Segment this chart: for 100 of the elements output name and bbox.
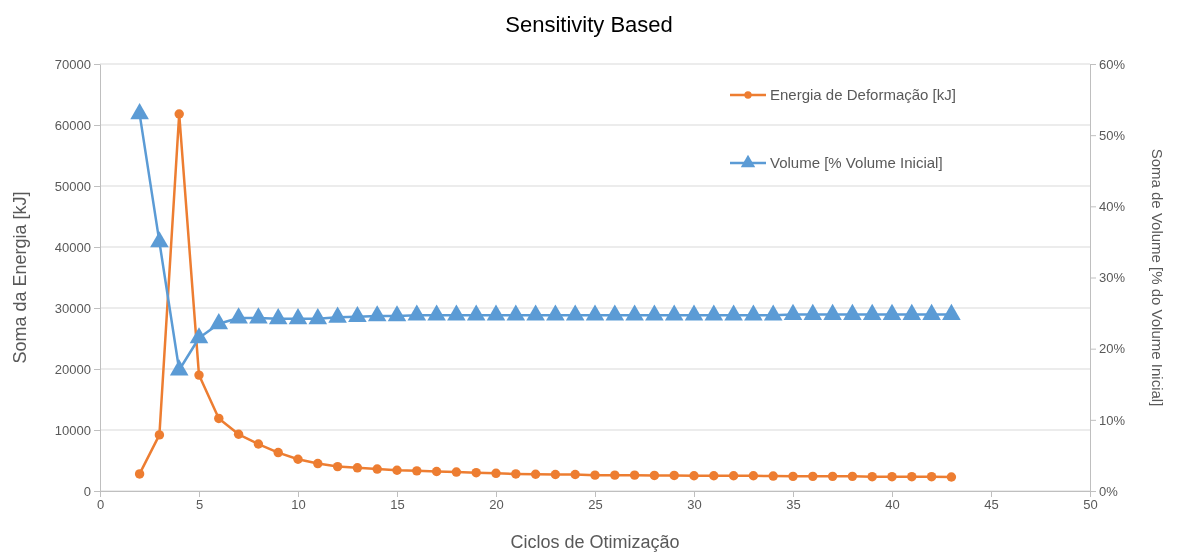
point [194,370,204,380]
point [546,304,565,321]
point [763,304,783,321]
point [783,303,803,320]
point [431,466,442,477]
point [684,304,704,321]
point [803,303,823,320]
point [565,304,585,321]
point [788,471,798,482]
y2-tick-label: 30% [1099,270,1126,286]
chart-title: Sensitivity Based [505,12,673,37]
point [907,471,917,482]
point [827,471,838,482]
point [882,303,902,320]
point [669,470,679,481]
y-tick-label: 0 [83,483,91,499]
point [585,304,605,321]
point [313,458,323,469]
point [466,304,486,321]
y-tick-label: 20000 [54,361,91,377]
x-axis-title: Ciclos de Otimização [510,532,680,552]
point [511,469,521,479]
point [887,471,897,482]
point [649,470,660,481]
y2-axis-title: Soma de Volume [% do Volume Inicial] [1149,148,1166,407]
point [867,471,877,482]
point [605,304,625,321]
y2-tick-label: 50% [1099,127,1126,143]
point [352,463,363,473]
y2-tick-label: 10% [1099,412,1126,428]
point [253,439,264,449]
point [169,359,189,376]
point [942,303,961,320]
point [451,467,462,477]
y-tick-label: 60000 [54,117,91,133]
point [926,471,937,482]
point [590,470,600,480]
point [249,307,268,324]
point [922,303,941,320]
point [570,469,580,480]
point [174,109,184,119]
point [709,471,719,481]
point [744,304,763,321]
point [130,103,149,120]
x-tick-label: 0 [96,497,105,513]
point [273,447,283,458]
point [823,303,842,320]
point [689,471,699,481]
point [625,304,644,321]
point [387,305,407,322]
point [645,304,664,321]
point [150,231,169,248]
point [293,454,303,464]
y2-tick-label: 20% [1099,341,1126,357]
x-tick-label: 25 [588,497,603,513]
point [843,303,862,320]
x-tick-label: 35 [786,497,801,513]
point [724,304,743,321]
point [902,303,922,320]
legend-label: Volume [% Volume Inicial] [770,154,943,172]
point [530,469,541,479]
point [471,467,481,478]
y2-tick-label: 60% [1099,56,1126,72]
y-tick-label: 40000 [54,239,91,255]
point [372,464,382,474]
point [946,472,957,482]
x-tick-label: 15 [390,497,405,513]
point [847,471,858,482]
point [407,304,427,321]
point [748,471,759,481]
point [808,471,818,482]
point [862,303,882,320]
x-tick-label: 50 [1083,497,1098,513]
point [348,305,367,323]
point [189,327,209,344]
y-tick-label: 50000 [54,178,91,194]
x-tick-label: 5 [195,497,204,513]
y2-tick-label: 40% [1099,198,1126,214]
point [491,468,501,479]
y-axis-title: Soma da Energia [kJ] [10,191,30,364]
point [427,304,446,321]
point [526,304,545,321]
point [154,430,165,440]
point [550,469,561,480]
x-tick-label: 45 [984,497,999,513]
point [610,470,620,480]
x-tick-label: 30 [687,497,702,513]
point [229,307,248,324]
y-tick-label: 10000 [54,422,91,438]
point [268,308,288,325]
point [704,304,724,321]
point [233,429,244,439]
point [328,306,347,323]
x-tick-label: 10 [291,497,306,513]
point [214,413,224,424]
point [447,304,466,321]
point [209,313,229,330]
y-tick-label: 30000 [54,300,91,316]
point [506,304,526,321]
point [367,305,387,322]
